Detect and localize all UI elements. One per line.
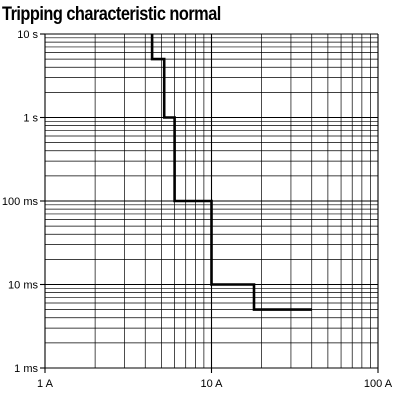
chart-title: Tripping characteristic normal bbox=[2, 4, 221, 25]
tripping-curve bbox=[150, 33, 312, 311]
x-tick-label: 10 A bbox=[200, 378, 223, 390]
y-tick-label: 1 s bbox=[23, 113, 38, 125]
major-grid bbox=[44, 33, 379, 369]
y-tick-label: 1 ms bbox=[14, 363, 38, 375]
x-tick-label: 100 A bbox=[364, 378, 393, 390]
tripping-curve-line bbox=[150, 34, 312, 311]
tick-labels: 10 s 1 s 100 ms 10 ms 1 ms 1 A 10 A 100 A bbox=[2, 29, 393, 390]
y-tick-label: 100 ms bbox=[2, 196, 39, 208]
y-tick-label: 10 s bbox=[17, 29, 38, 41]
y-tick-label: 10 ms bbox=[8, 280, 38, 292]
x-tick-label: 1 A bbox=[37, 378, 54, 390]
